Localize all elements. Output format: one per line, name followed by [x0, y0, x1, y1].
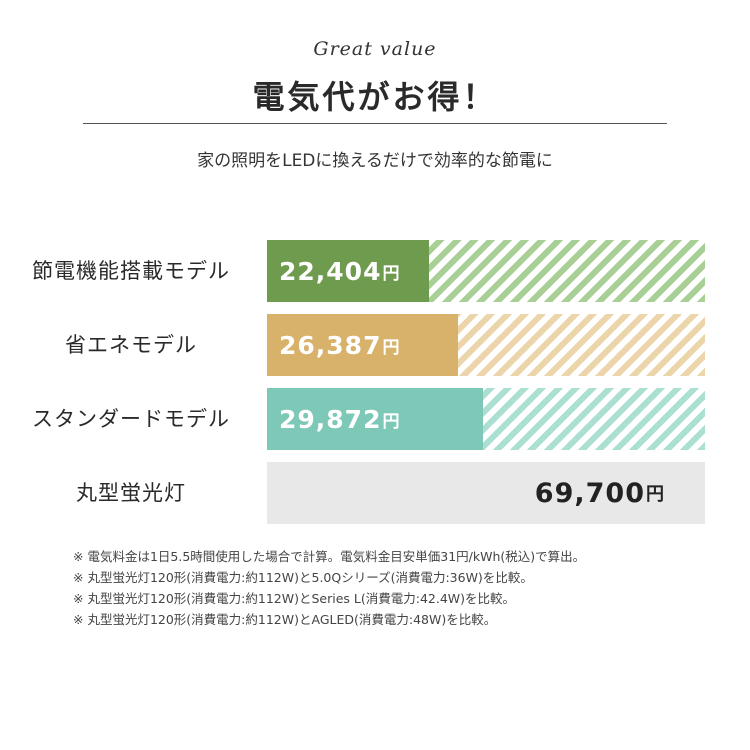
category-label: 節電機能搭載モデル [32, 259, 230, 283]
bar [267, 462, 705, 524]
category-label: 省エネモデル [65, 333, 197, 357]
data-label: 69,700 円 [535, 462, 665, 524]
page-subtitle: 家の照明をLEDに換えるだけで効率的な節電に [197, 151, 553, 171]
data-label-value: 29,872 [279, 404, 382, 434]
bar: 29,872 円 [267, 388, 483, 450]
data-label-unit: 円 [646, 484, 665, 505]
footnotes: ※ 電気料金は1日5.5時間使用した場合で計算。電気料金目安単価31円/kWh(… [73, 546, 713, 630]
data-label-unit: 円 [382, 337, 401, 358]
footnote: ※ 電気料金は1日5.5時間使用した場合で計算。電気料金目安単価31円/kWh(… [73, 549, 586, 564]
category-label: スタンダードモデル [32, 407, 230, 431]
footnote: ※ 丸型蛍光灯120形(消費電力:約112W)とSeries L(消費電力:42… [73, 591, 516, 606]
category-label: 丸型蛍光灯 [76, 481, 186, 505]
data-label-unit: 円 [382, 411, 401, 432]
data-label-value: 26,387 [279, 330, 382, 360]
data-label-value: 69,700 [534, 477, 645, 509]
bar: 22,404 円 [267, 240, 429, 302]
title-divider [83, 123, 667, 124]
script-title: Great value [313, 38, 437, 60]
bar: 26,387 円 [267, 314, 458, 376]
page-title: 電気代がお得！ [252, 78, 498, 116]
data-label-value: 22,404 [279, 256, 382, 286]
data-label-unit: 円 [382, 263, 401, 284]
footnote: ※ 丸型蛍光灯120形(消費電力:約112W)とAGLED(消費電力:48W)を… [73, 612, 497, 627]
footnote: ※ 丸型蛍光灯120形(消費電力:約112W)と5.0Qシリーズ(消費電力:36… [73, 570, 533, 585]
